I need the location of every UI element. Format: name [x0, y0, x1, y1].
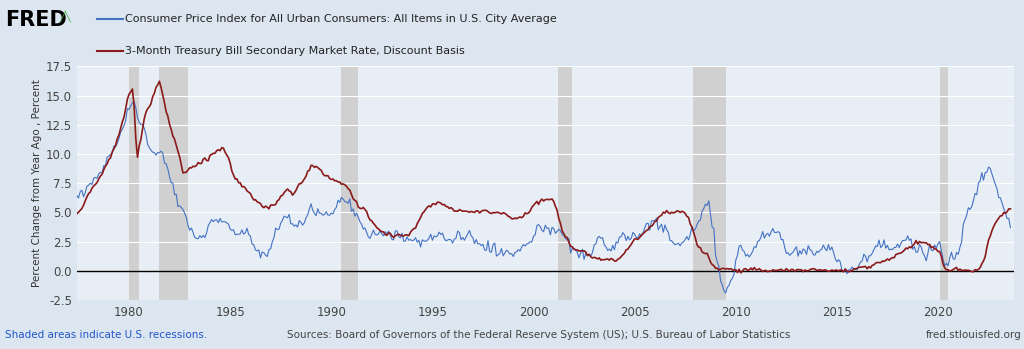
Text: ╱╲: ╱╲	[59, 10, 71, 22]
Text: FRED: FRED	[5, 10, 67, 30]
Text: Sources: Board of Governors of the Federal Reserve System (US); U.S. Bureau of L: Sources: Board of Governors of the Feder…	[287, 330, 791, 340]
Y-axis label: Percent Change from Year Ago , Percent: Percent Change from Year Ago , Percent	[32, 79, 42, 287]
Text: Consumer Price Index for All Urban Consumers: All Items in U.S. City Average: Consumer Price Index for All Urban Consu…	[125, 14, 557, 24]
Bar	[693, 66, 726, 300]
Bar	[558, 66, 571, 300]
Text: 3-Month Treasury Bill Secondary Market Rate, Discount Basis: 3-Month Treasury Bill Secondary Market R…	[125, 46, 465, 55]
Bar	[341, 66, 357, 300]
Text: Shaded areas indicate U.S. recessions.: Shaded areas indicate U.S. recessions.	[5, 330, 208, 340]
Bar	[129, 66, 139, 300]
Bar	[160, 66, 187, 300]
Bar	[940, 66, 948, 300]
Text: fred.stlouisfed.org: fred.stlouisfed.org	[926, 330, 1022, 340]
